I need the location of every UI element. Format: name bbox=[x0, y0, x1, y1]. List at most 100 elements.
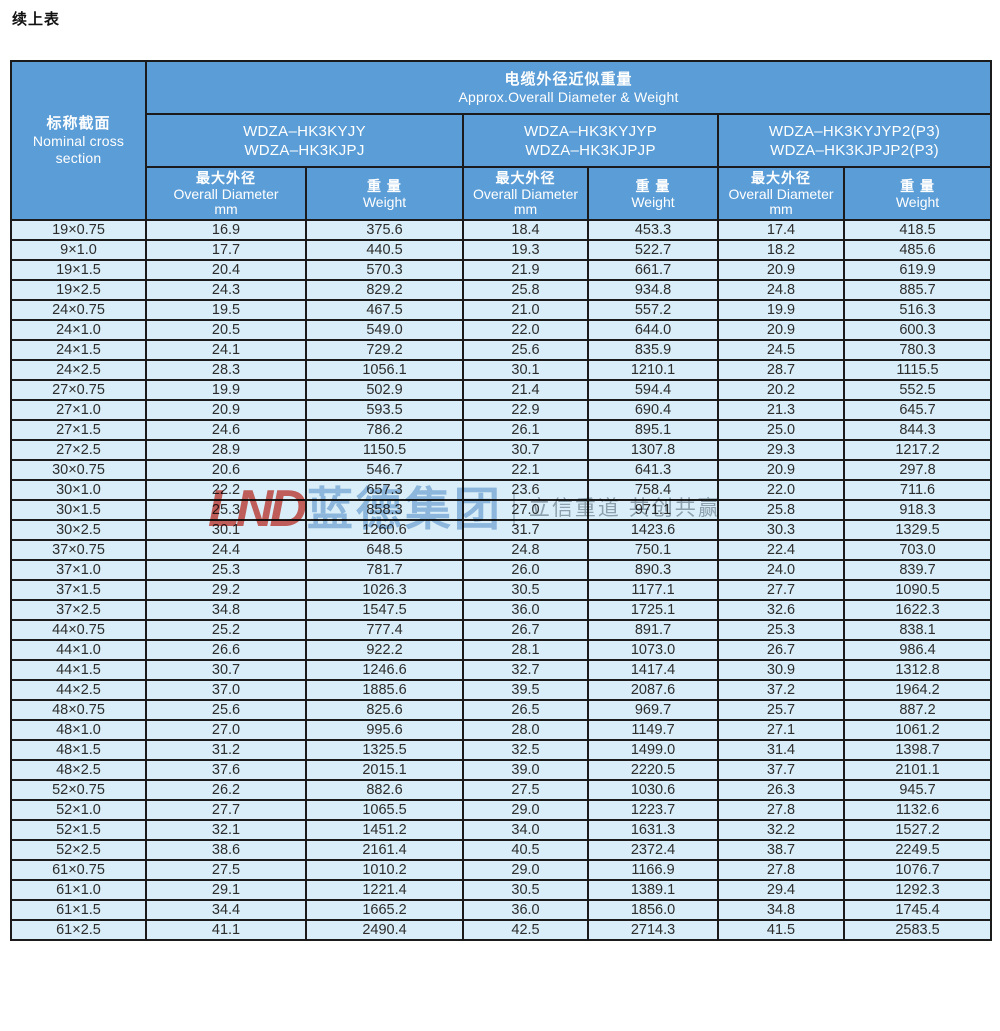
cell-value: 27.0 bbox=[145, 719, 307, 741]
diameter-1-zh: 最大外径 bbox=[196, 170, 256, 186]
cell-value: 20.9 bbox=[717, 319, 845, 341]
cell-value: 37.6 bbox=[145, 759, 307, 781]
cell-value: 20.2 bbox=[717, 379, 845, 401]
cell-value: 934.8 bbox=[587, 279, 719, 301]
cell-value: 22.4 bbox=[717, 539, 845, 561]
table-row: 30×1.0 22.2 657.3 23.6 758.4 22.0 711.6 bbox=[10, 479, 993, 501]
cell-value: 594.4 bbox=[587, 379, 719, 401]
model-3-line2: WDZA–HK3KJPJP2(P3) bbox=[770, 141, 939, 159]
cell-value: 690.4 bbox=[587, 399, 719, 421]
cell-value: 42.5 bbox=[462, 919, 589, 941]
cell-value: 22.9 bbox=[462, 399, 589, 421]
table-row: 52×1.0 27.7 1065.5 29.0 1223.7 27.8 1132.6 bbox=[10, 799, 993, 821]
cell-value: 1115.5 bbox=[842, 359, 993, 381]
cell-value: 30.7 bbox=[462, 439, 589, 461]
cell-value: 34.8 bbox=[145, 599, 307, 621]
cell-value: 20.9 bbox=[145, 399, 307, 421]
cell-value: 891.7 bbox=[587, 619, 719, 641]
table-row: 61×2.5 41.1 2490.4 42.5 2714.3 41.5 2583.5 bbox=[10, 919, 993, 941]
table-row: 24×1.5 24.1 729.2 25.6 835.9 24.5 780.3 bbox=[10, 339, 993, 361]
table-row: 19×1.5 20.4 570.3 21.9 661.7 20.9 619.9 bbox=[10, 259, 993, 281]
cell-value: 522.7 bbox=[587, 239, 719, 261]
page-title: 续上表 bbox=[12, 11, 61, 28]
cell-value: 641.3 bbox=[587, 459, 719, 481]
cell-value: 780.3 bbox=[842, 339, 993, 361]
cell-value: 2161.4 bbox=[305, 839, 464, 861]
cell-value: 1076.7 bbox=[842, 859, 993, 881]
cell-value: 619.9 bbox=[842, 259, 993, 281]
cell-value: 26.0 bbox=[462, 559, 589, 581]
table-row: 44×2.5 37.0 1885.6 39.5 2087.6 37.2 1964.2 bbox=[10, 679, 993, 701]
cell-value: 1398.7 bbox=[842, 739, 993, 761]
cell-nominal-section: 52×1.5 bbox=[10, 819, 147, 841]
cell-value: 1885.6 bbox=[305, 679, 464, 701]
cell-value: 1665.2 bbox=[305, 899, 464, 921]
header-diameter-2: 最大外径 Overall Diameter mm bbox=[462, 166, 589, 221]
table-row: 48×1.0 27.0 995.6 28.0 1149.7 27.1 1061.2 bbox=[10, 719, 993, 741]
cell-value: 37.2 bbox=[717, 679, 845, 701]
cell-nominal-section: 44×2.5 bbox=[10, 679, 147, 701]
cell-value: 1246.6 bbox=[305, 659, 464, 681]
cell-value: 375.6 bbox=[305, 219, 464, 241]
table-row: 19×0.75 16.9 375.6 18.4 453.3 17.4 418.5 bbox=[10, 219, 993, 241]
cell-value: 27.8 bbox=[717, 859, 845, 881]
table-row: 48×0.75 25.6 825.6 26.5 969.7 25.7 887.2 bbox=[10, 699, 993, 721]
cell-value: 1423.6 bbox=[587, 519, 719, 541]
cell-value: 711.6 bbox=[842, 479, 993, 501]
cell-value: 777.4 bbox=[305, 619, 464, 641]
cell-value: 25.7 bbox=[717, 699, 845, 721]
header-diameter-1: 最大外径 Overall Diameter mm bbox=[145, 166, 307, 221]
cell-value: 30.7 bbox=[145, 659, 307, 681]
cell-value: 1307.8 bbox=[587, 439, 719, 461]
cell-value: 24.4 bbox=[145, 539, 307, 561]
cell-value: 1030.6 bbox=[587, 779, 719, 801]
cell-value: 657.3 bbox=[305, 479, 464, 501]
cell-value: 30.3 bbox=[717, 519, 845, 541]
cell-value: 16.9 bbox=[145, 219, 307, 241]
cell-value: 27.8 bbox=[717, 799, 845, 821]
cell-value: 2087.6 bbox=[587, 679, 719, 701]
table-row: 48×1.5 31.2 1325.5 32.5 1499.0 31.4 1398.7 bbox=[10, 739, 993, 761]
header-nominal-cross-section: 标称截面 Nominal cross section bbox=[10, 60, 147, 221]
cell-value: 2583.5 bbox=[842, 919, 993, 941]
cell-value: 829.2 bbox=[305, 279, 464, 301]
cell-nominal-section: 30×2.5 bbox=[10, 519, 147, 541]
cable-spec-table: 标称截面 Nominal cross section 电缆外径近似重量 Appr… bbox=[10, 60, 993, 941]
cell-value: 882.6 bbox=[305, 779, 464, 801]
cell-value: 1745.4 bbox=[842, 899, 993, 921]
cell-value: 2714.3 bbox=[587, 919, 719, 941]
cell-value: 552.5 bbox=[842, 379, 993, 401]
cell-nominal-section: 37×1.0 bbox=[10, 559, 147, 581]
header-group-title: 电缆外径近似重量 Approx.Overall Diameter & Weigh… bbox=[144, 60, 993, 115]
diameter-1-unit: mm bbox=[214, 201, 238, 217]
cell-value: 25.2 bbox=[145, 619, 307, 641]
diameter-3-en: Overall Diameter bbox=[728, 186, 834, 202]
cell-value: 1312.8 bbox=[842, 659, 993, 681]
cell-value: 41.1 bbox=[145, 919, 307, 941]
cell-value: 885.7 bbox=[842, 279, 993, 301]
cell-value: 26.7 bbox=[717, 639, 845, 661]
table-row: 37×0.75 24.4 648.5 24.8 750.1 22.4 703.0 bbox=[10, 539, 993, 561]
cell-value: 1622.3 bbox=[842, 599, 993, 621]
cell-nominal-section: 44×1.0 bbox=[10, 639, 147, 661]
table-row: 52×0.75 26.2 882.6 27.5 1030.6 26.3 945.7 bbox=[10, 779, 993, 801]
cell-value: 1329.5 bbox=[842, 519, 993, 541]
cell-nominal-section: 24×1.5 bbox=[10, 339, 147, 361]
cell-value: 467.5 bbox=[305, 299, 464, 321]
table-row: 61×0.75 27.5 1010.2 29.0 1166.9 27.8 1076.7 bbox=[10, 859, 993, 881]
weight-2-en: Weight bbox=[631, 193, 675, 210]
cell-value: 22.2 bbox=[145, 479, 307, 501]
header-group-title-zh: 电缆外径近似重量 bbox=[504, 70, 633, 88]
model-1-line1: WDZA–HK3KYJY bbox=[243, 122, 366, 140]
model-2-line1: WDZA–HK3KYJYP bbox=[523, 122, 658, 140]
cell-value: 39.0 bbox=[462, 759, 589, 781]
cell-nominal-section: 19×0.75 bbox=[10, 219, 147, 241]
cell-value: 19.9 bbox=[145, 379, 307, 401]
table-row: 24×2.5 28.3 1056.1 30.1 1210.1 28.7 1115.5 bbox=[10, 359, 993, 381]
cell-nominal-section: 19×2.5 bbox=[10, 279, 147, 301]
table-row: 24×1.0 20.5 549.0 22.0 644.0 20.9 600.3 bbox=[10, 319, 993, 341]
cell-value: 29.2 bbox=[145, 579, 307, 601]
cell-value: 645.7 bbox=[842, 399, 993, 421]
cell-nominal-section: 27×0.75 bbox=[10, 379, 147, 401]
